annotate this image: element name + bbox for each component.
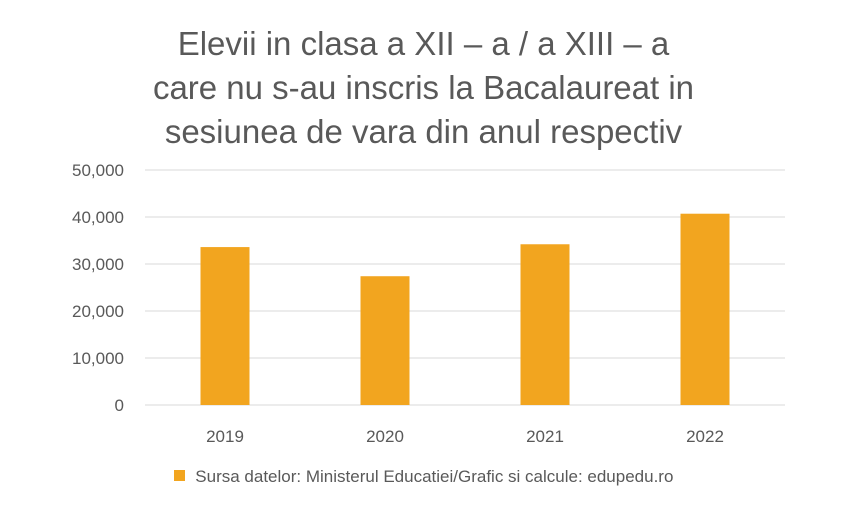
chart-title-line-2: care nu s-au inscris la Bacalaureat in <box>152 69 695 106</box>
x-tick-label: 2019 <box>206 427 244 446</box>
chart-title-line-1: Elevii in clasa a XII – a / a XIII – a <box>177 25 670 62</box>
bar-2019 <box>200 247 250 405</box>
y-tick-label: 0 <box>115 396 124 415</box>
y-tick-label: 10,000 <box>72 349 124 368</box>
y-tick-label: 30,000 <box>72 255 124 274</box>
y-tick-label: 40,000 <box>72 208 124 227</box>
legend-label: Sursa datelor: Ministerul Educatiei/Graf… <box>195 467 674 486</box>
bar-2022 <box>680 213 730 405</box>
chart-title: Elevii in clasa a XII – a / a XIII – a c… <box>0 22 847 154</box>
x-tick-label: 2021 <box>526 427 564 446</box>
bar-2020 <box>360 276 410 405</box>
x-tick-label: 2022 <box>686 427 724 446</box>
legend-swatch <box>173 470 185 482</box>
bar-2021 <box>520 244 570 405</box>
x-tick-label: 2020 <box>366 427 404 446</box>
chart-title-line-3: sesiunea de vara din anul respectiv <box>164 113 683 150</box>
y-tick-label: 50,000 <box>72 161 124 180</box>
y-tick-label: 20,000 <box>72 302 124 321</box>
legend: Sursa datelor: Ministerul Educatiei/Graf… <box>0 467 847 487</box>
